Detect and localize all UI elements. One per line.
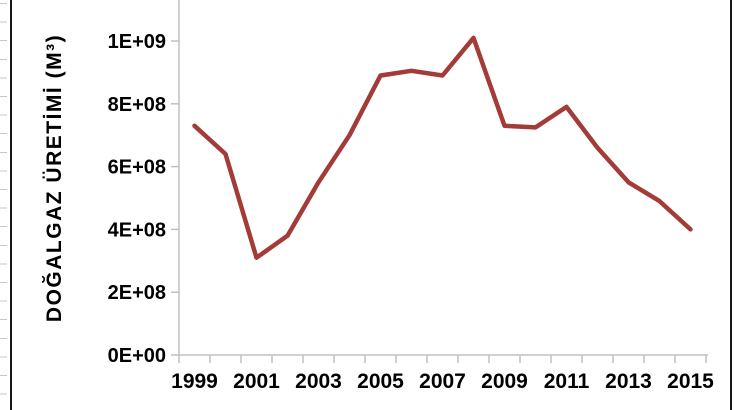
y-axis-title: DOĞALGAZ ÜRETİMİ (M³) <box>43 33 66 323</box>
left-frame-border <box>10 0 12 410</box>
x-tick-label: 2011 <box>544 370 590 393</box>
x-tick-label: 2001 <box>233 370 280 393</box>
x-tick-label: 2005 <box>357 370 404 393</box>
y-tick-label: 6E+08 <box>108 157 166 179</box>
y-tick-label: 1E+09 <box>108 31 166 53</box>
x-tick-label: 2013 <box>605 370 652 393</box>
y-tick-label: 0E+00 <box>108 345 166 367</box>
y-tick-label: 4E+08 <box>108 219 166 241</box>
right-frame-border <box>730 0 732 410</box>
x-tick-label: 2009 <box>481 370 528 393</box>
x-tick-label: 2007 <box>419 370 466 393</box>
y-tick-label: 2E+08 <box>108 282 166 304</box>
x-tick-label: 2003 <box>295 370 342 393</box>
x-tick-label: 2015 <box>667 370 714 393</box>
gas-production-series-line <box>192 35 693 260</box>
x-tick-label: 1999 <box>171 370 218 393</box>
page-edge-tick-marks <box>0 3 7 410</box>
y-tick-label: 8E+08 <box>108 94 166 116</box>
